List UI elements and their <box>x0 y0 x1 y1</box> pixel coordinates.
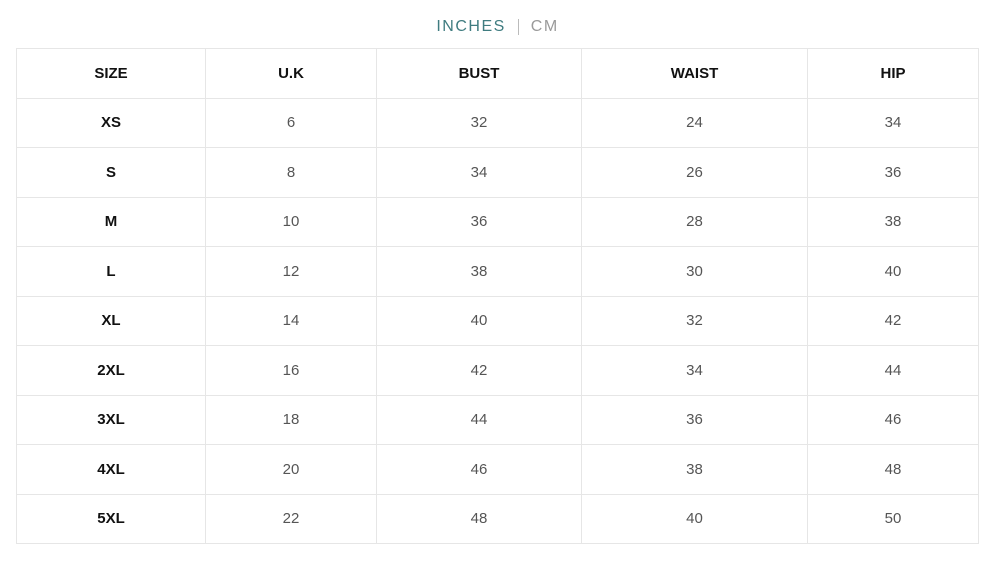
measurement-cell: 8 <box>205 147 377 198</box>
header-row: SIZE U.K BUST WAIST HIP <box>16 48 979 99</box>
size-label: 5XL <box>16 493 206 544</box>
measurement-cell: 6 <box>205 97 377 148</box>
measurement-cell: 34 <box>581 345 808 396</box>
measurement-cell: 46 <box>807 394 979 445</box>
measurement-cell: 34 <box>807 97 979 148</box>
size-label: 2XL <box>16 345 206 396</box>
table-row: M 10 36 28 38 <box>16 196 979 247</box>
table-row: 4XL 20 46 38 48 <box>16 444 979 495</box>
measurement-cell: 44 <box>376 394 582 445</box>
measurement-cell: 42 <box>376 345 582 396</box>
measurement-cell: 40 <box>807 246 979 297</box>
measurement-cell: 32 <box>376 97 582 148</box>
measurement-cell: 48 <box>807 444 979 495</box>
measurement-cell: 22 <box>205 493 377 544</box>
measurement-cell: 38 <box>581 444 808 495</box>
measurement-cell: 36 <box>807 147 979 198</box>
measurement-cell: 26 <box>581 147 808 198</box>
measurement-cell: 32 <box>581 295 808 346</box>
size-label: 3XL <box>16 394 206 445</box>
measurement-cell: 46 <box>376 444 582 495</box>
measurement-cell: 34 <box>376 147 582 198</box>
table-row: S 8 34 26 36 <box>16 147 979 198</box>
measurement-cell: 42 <box>807 295 979 346</box>
measurement-cell: 12 <box>205 246 377 297</box>
measurement-cell: 24 <box>581 97 808 148</box>
size-label: S <box>16 147 206 198</box>
size-label: L <box>16 246 206 297</box>
column-header-waist: WAIST <box>581 48 808 99</box>
column-header-bust: BUST <box>376 48 582 99</box>
measurement-cell: 18 <box>205 394 377 445</box>
measurement-cell: 40 <box>376 295 582 346</box>
size-label: XS <box>16 97 206 148</box>
measurement-cell: 28 <box>581 196 808 247</box>
inches-tab[interactable]: INCHES <box>436 18 506 35</box>
column-header-size: SIZE <box>16 48 206 99</box>
size-label: 4XL <box>16 444 206 495</box>
cm-tab[interactable]: CM <box>530 18 559 35</box>
size-chart-table: SIZE U.K BUST WAIST HIP XS 6 32 24 34 S 8 34 26 36 M 10… <box>16 48 979 544</box>
measurement-cell: 14 <box>205 295 377 346</box>
table-row: L 12 38 30 40 <box>16 246 979 297</box>
table-row: XS 6 32 24 34 <box>16 97 979 148</box>
column-header-hip: HIP <box>807 48 979 99</box>
measurement-cell: 50 <box>807 493 979 544</box>
measurement-cell: 38 <box>807 196 979 247</box>
measurement-cell: 20 <box>205 444 377 495</box>
table-row: 2XL 16 42 34 44 <box>16 345 979 396</box>
measurement-cell: 36 <box>581 394 808 445</box>
size-label: M <box>16 196 206 247</box>
measurement-cell: 10 <box>205 196 377 247</box>
measurement-cell: 30 <box>581 246 808 297</box>
column-header-uk: U.K <box>205 48 377 99</box>
measurement-cell: 40 <box>581 493 808 544</box>
unit-toggle: INCHES CM <box>0 18 995 36</box>
measurement-cell: 16 <box>205 345 377 396</box>
size-label: XL <box>16 295 206 346</box>
measurement-cell: 44 <box>807 345 979 396</box>
measurement-cell: 38 <box>376 246 582 297</box>
table-row: 3XL 18 44 36 46 <box>16 394 979 445</box>
table-row: 5XL 22 48 40 50 <box>16 493 979 544</box>
table-row: XL 14 40 32 42 <box>16 295 979 346</box>
measurement-cell: 48 <box>376 493 582 544</box>
measurement-cell: 36 <box>376 196 582 247</box>
unit-divider <box>517 19 519 35</box>
